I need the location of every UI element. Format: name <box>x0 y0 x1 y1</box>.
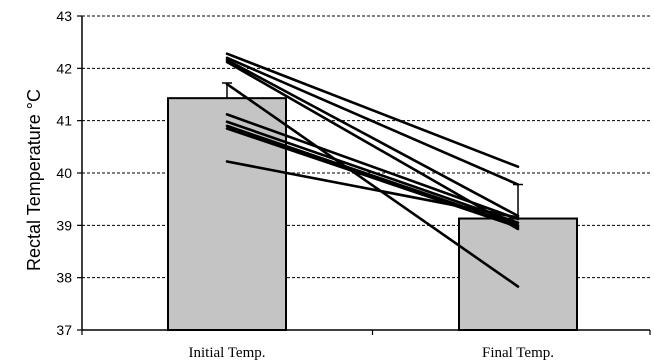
individual-lines <box>225 52 520 288</box>
y-tick-label-38: 38 <box>56 270 72 286</box>
y-tick-label-39: 39 <box>56 217 72 233</box>
subject-line-4 <box>225 82 520 288</box>
bars <box>167 82 578 331</box>
bar-0 <box>167 97 287 331</box>
y-axis-title: Rectal Temperature °C <box>24 89 44 271</box>
axes <box>77 15 651 335</box>
labels: 37 38 39 40 41 42 43 Initial Temp. Final Temp. <box>56 8 554 360</box>
y-tick-label-42: 42 <box>56 60 72 76</box>
y-tick-label-41: 41 <box>56 113 72 129</box>
y-tick-label-40: 40 <box>56 165 72 181</box>
bar-1 <box>458 217 578 331</box>
y-tick-label-43: 43 <box>56 8 72 24</box>
subject-line-8 <box>225 127 520 229</box>
category-label-1: Final Temp. <box>482 345 554 360</box>
subject-line-5 <box>225 113 520 221</box>
subject-line-0 <box>225 52 520 169</box>
category-label-0: Initial Temp. <box>189 345 266 360</box>
subject-line-2 <box>225 58 520 218</box>
subject-line-9 <box>225 160 520 219</box>
subject-line-6 <box>225 120 520 225</box>
y-tick-label-37: 37 <box>56 322 72 338</box>
subject-line-1 <box>225 56 520 186</box>
